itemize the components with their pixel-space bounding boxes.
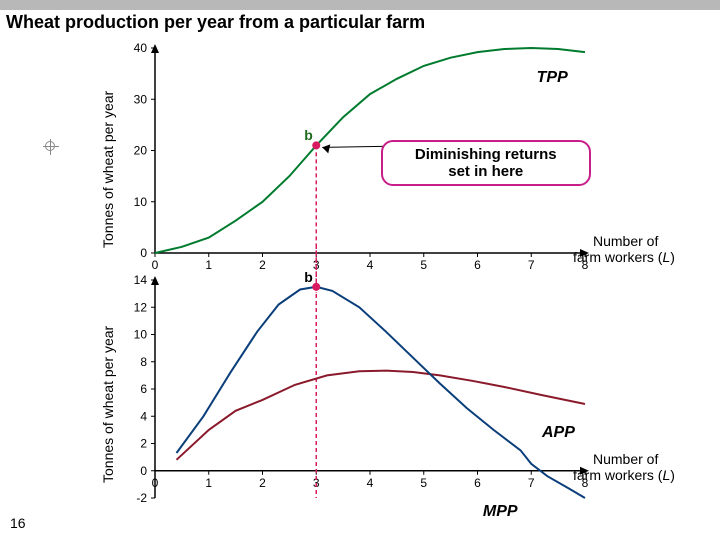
tpp-curve-label: TPP xyxy=(537,69,568,87)
point-b-label-bottom: b xyxy=(304,269,313,285)
svg-text:40: 40 xyxy=(134,41,148,55)
page-number: 16 xyxy=(10,515,26,531)
svg-text:0: 0 xyxy=(140,246,147,260)
x-axis-label-bottom-line2: farm workers (L) xyxy=(573,467,675,483)
point-b-label-top: b xyxy=(304,127,313,143)
svg-text:20: 20 xyxy=(134,144,148,158)
svg-text:30: 30 xyxy=(134,92,148,106)
svg-text:7: 7 xyxy=(528,258,535,272)
svg-text:1: 1 xyxy=(205,476,212,490)
svg-text:0: 0 xyxy=(152,476,159,490)
svg-text:6: 6 xyxy=(140,382,147,396)
y-axis-label-bottom: Tonnes of wheat per year xyxy=(100,326,116,483)
callout-line1: Diminishing returns xyxy=(391,146,581,163)
svg-text:12: 12 xyxy=(134,300,148,314)
x-axis-label-top-line2: farm workers (L) xyxy=(573,249,675,265)
svg-text:4: 4 xyxy=(140,409,147,423)
svg-text:0: 0 xyxy=(152,258,159,272)
app-curve-label: APP xyxy=(542,424,575,442)
app-mpp-chart: 012345678-202468101214 xyxy=(155,280,585,498)
svg-text:10: 10 xyxy=(134,195,148,209)
svg-text:5: 5 xyxy=(420,258,427,272)
svg-text:2: 2 xyxy=(140,437,147,451)
svg-text:0: 0 xyxy=(140,464,147,478)
svg-text:14: 14 xyxy=(134,273,148,287)
mpp-curve-label: MPP xyxy=(483,503,518,521)
svg-text:10: 10 xyxy=(134,328,148,342)
callout-line2: set in here xyxy=(391,163,581,180)
svg-text:8: 8 xyxy=(140,355,147,369)
svg-text:6: 6 xyxy=(474,476,481,490)
svg-text:6: 6 xyxy=(474,258,481,272)
x-axis-label-bottom-line1: Number of xyxy=(593,451,658,467)
svg-text:1: 1 xyxy=(205,258,212,272)
page-title: Wheat production per year from a particu… xyxy=(0,10,720,37)
y-axis-label-top: Tonnes of wheat per year xyxy=(100,91,116,248)
svg-text:5: 5 xyxy=(420,476,427,490)
callout-diminishing-returns: Diminishing returns set in here xyxy=(381,140,591,186)
crosshair-icon xyxy=(45,141,55,151)
svg-text:2: 2 xyxy=(259,258,266,272)
x-axis-label-top-line1: Number of xyxy=(593,233,658,249)
svg-text:7: 7 xyxy=(528,476,535,490)
svg-text:4: 4 xyxy=(367,258,374,272)
svg-text:2: 2 xyxy=(259,476,266,490)
svg-text:4: 4 xyxy=(367,476,374,490)
top-banner xyxy=(0,0,720,10)
svg-text:-2: -2 xyxy=(136,491,147,505)
